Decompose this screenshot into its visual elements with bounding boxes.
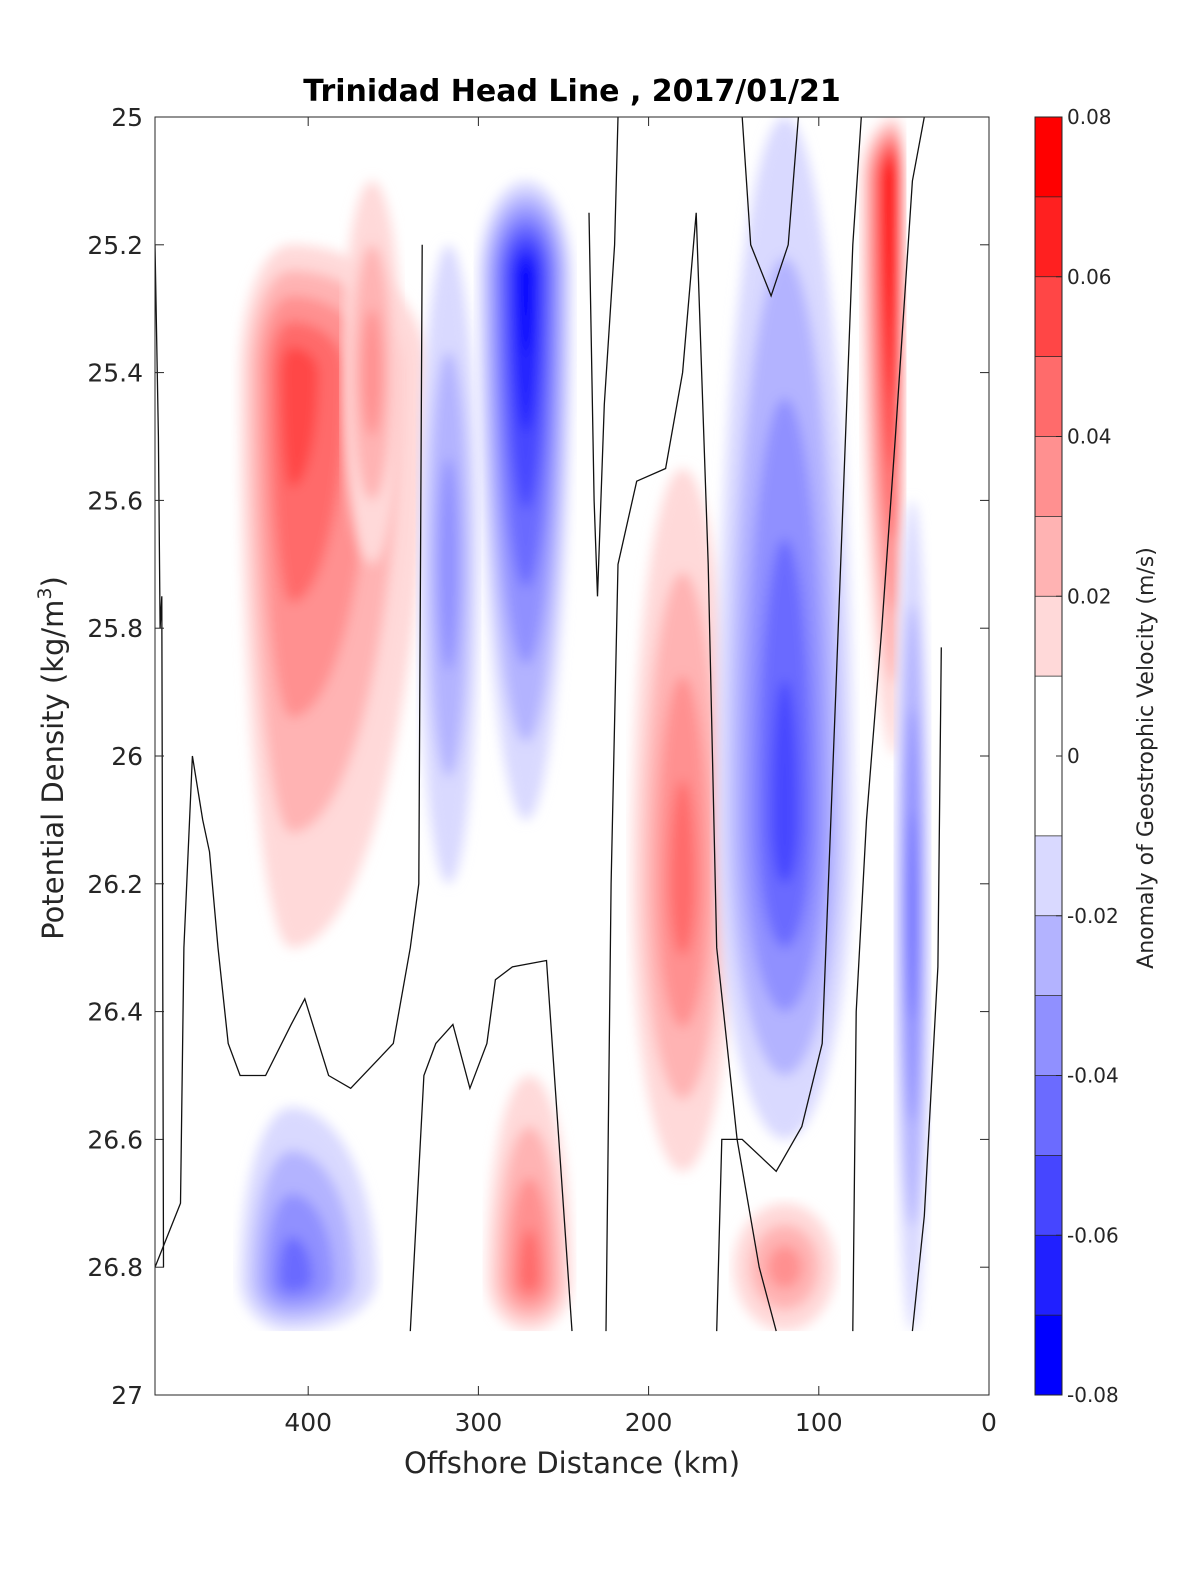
velocity-contour-level bbox=[908, 811, 917, 1020]
velocity-contour-level bbox=[771, 679, 799, 884]
no-data-region bbox=[155, 1331, 989, 1332]
x-tick-label: 300 bbox=[455, 1408, 503, 1437]
velocity-feature bbox=[895, 500, 930, 1332]
zero-contour-line bbox=[716, 117, 862, 1332]
colorbar-segment bbox=[1035, 1155, 1062, 1236]
colorbar-segment bbox=[1035, 196, 1062, 277]
colorbar-segment bbox=[1035, 1075, 1062, 1156]
colorbar-tick-label: 0.04 bbox=[1067, 425, 1112, 449]
colorbar-segment bbox=[1035, 436, 1062, 517]
y-axis: 25 25.2 25.4 25.6 25.8 26 26.2 26.4 26.6 26.8 27 bbox=[87, 103, 989, 1410]
velocity-contour-level bbox=[891, 172, 897, 253]
velocity-feature bbox=[342, 180, 402, 565]
colorbar-segment bbox=[1035, 276, 1062, 357]
velocity-contour-level bbox=[669, 779, 696, 956]
zero-contour-line bbox=[911, 647, 942, 1332]
zero-contour-line bbox=[588, 117, 619, 597]
colorbar-tick-label: -0.02 bbox=[1067, 904, 1119, 928]
velocity-feature bbox=[240, 1107, 377, 1332]
y-tick-label: 26.4 bbox=[87, 998, 143, 1027]
colorbar-segment bbox=[1035, 516, 1062, 597]
colorbar-label: Anomaly of Geostrophic Velocity (m/s) bbox=[1134, 547, 1159, 969]
y-tick-label: 27 bbox=[111, 1381, 143, 1410]
colorbar-segment bbox=[1035, 356, 1062, 437]
y-tick-label: 25.2 bbox=[87, 231, 143, 260]
y-tick-label: 25.8 bbox=[87, 614, 143, 643]
colorbar-segment bbox=[1035, 1315, 1062, 1395]
colorbar-tick-label: 0 bbox=[1067, 744, 1080, 768]
velocity-contour-level bbox=[767, 1245, 802, 1289]
colorbar-tick-label: 0.08 bbox=[1067, 105, 1112, 129]
colorbar-segment bbox=[1035, 915, 1062, 996]
velocity-feature bbox=[486, 1075, 572, 1332]
y-tick-label: 26 bbox=[111, 742, 143, 771]
velocity-contour-level bbox=[278, 1236, 313, 1293]
velocity-feature bbox=[418, 244, 479, 884]
zero-contour-line bbox=[852, 117, 925, 1332]
y-tick-label: 26.8 bbox=[87, 1253, 143, 1282]
velocity-feature bbox=[478, 180, 572, 820]
colorbar-tick-label: -0.04 bbox=[1067, 1064, 1119, 1088]
zero-contour-lines bbox=[155, 117, 942, 1332]
colorbar-tick-label: -0.06 bbox=[1067, 1223, 1119, 1247]
velocity-contour-level bbox=[280, 347, 319, 488]
x-tick-label: 100 bbox=[795, 1408, 843, 1437]
y-tick-label: 25 bbox=[111, 103, 143, 132]
colorbar-segment bbox=[1035, 1235, 1062, 1316]
zero-contour-line bbox=[741, 117, 800, 298]
velocity-contour-level bbox=[362, 308, 382, 437]
colorbar-segment bbox=[1035, 835, 1062, 916]
x-axis-label: Offshore Distance (km) bbox=[404, 1446, 740, 1480]
velocity-feature bbox=[716, 117, 853, 1140]
y-tick-label: 26.6 bbox=[87, 1125, 143, 1154]
colorbar-tick-label: 0.02 bbox=[1067, 584, 1112, 608]
y-tick-label: 25.4 bbox=[87, 359, 143, 388]
x-tick-label: 0 bbox=[981, 1408, 997, 1437]
velocity-field bbox=[155, 117, 989, 1332]
colorbar: 0.08 0.06 0.04 0.02 0 -0.02 -0.04 -0.06 -0.08 bbox=[1034, 105, 1119, 1407]
zero-contour-line bbox=[409, 959, 573, 1332]
y-tick-label: 26.2 bbox=[87, 870, 143, 899]
zero-contour-line bbox=[605, 212, 777, 1332]
colorbar-segment bbox=[1035, 596, 1062, 677]
velocity-contour-level bbox=[438, 457, 459, 671]
colorbar-tick-label: 0.06 bbox=[1067, 265, 1112, 289]
x-tick-label: 200 bbox=[625, 1408, 673, 1437]
colorbar-tick-label: -0.08 bbox=[1067, 1383, 1119, 1407]
colorbar-segment bbox=[1035, 995, 1062, 1076]
velocity-contour-level bbox=[518, 1228, 541, 1293]
y-tick-label: 25.6 bbox=[87, 486, 143, 515]
y-axis-label: Potential Density (kg/m3) bbox=[34, 576, 70, 940]
velocity-feature bbox=[733, 1203, 836, 1332]
x-axis: 400 300 200 100 0 bbox=[284, 117, 997, 1437]
chart-title: Trinidad Head Line , 2017/01/21 bbox=[303, 74, 840, 109]
velocity-contour-level bbox=[519, 263, 533, 355]
velocity-feature bbox=[861, 117, 904, 756]
zero-contour-line bbox=[155, 244, 423, 1268]
velocity-feature bbox=[631, 468, 734, 1172]
colorbar-segment bbox=[1035, 117, 1062, 197]
x-tick-label: 400 bbox=[284, 1408, 332, 1437]
